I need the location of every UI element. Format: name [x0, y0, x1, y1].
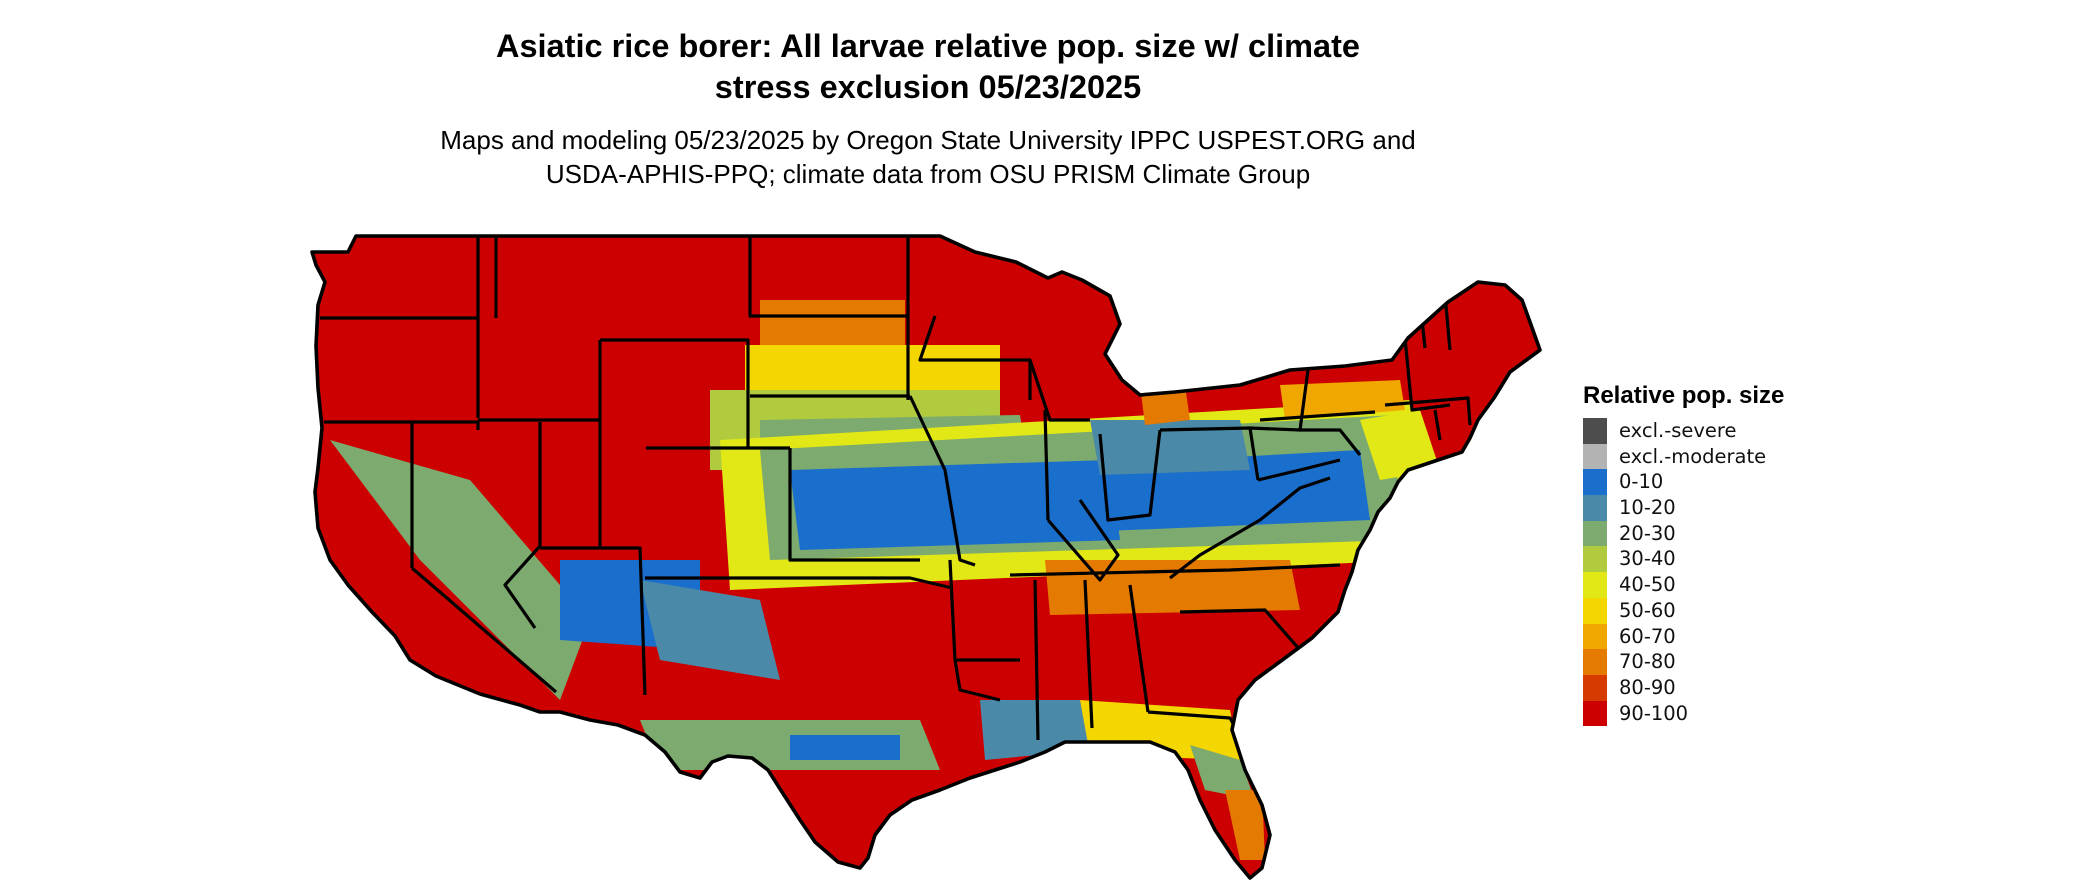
- legend-swatch: [1583, 572, 1607, 598]
- legend-label: 50-60: [1619, 598, 1676, 622]
- climate-band: [1280, 380, 1405, 420]
- legend-label: 60-70: [1619, 624, 1676, 648]
- legend-label: 40-50: [1619, 573, 1676, 597]
- legend: Relative pop. size excl.-severe excl.-mod…: [1583, 382, 1785, 727]
- legend-label: 0-10: [1619, 470, 1664, 494]
- climate-band: [1090, 420, 1250, 475]
- climate-band: [1190, 745, 1255, 800]
- legend-item: 10-20: [1583, 495, 1784, 521]
- map-title: Asiatic rice borer: All larvae relative …: [0, 26, 1856, 108]
- legend-label: 20-30: [1619, 521, 1676, 545]
- legend-item: 30-40: [1583, 546, 1784, 573]
- legend-swatch: [1583, 469, 1607, 496]
- climate-band: [1360, 410, 1440, 480]
- map-subtitle-line-2: USDA-APHIS-PPQ; climate data from OSU PR…: [545, 159, 1311, 189]
- legend-label: 30-40: [1619, 547, 1676, 571]
- climate-band: [640, 580, 780, 680]
- map-title-line-1: Asiatic rice borer: All larvae relative …: [495, 28, 1361, 64]
- legend-swatch: [1583, 495, 1607, 521]
- legend-swatch: [1583, 700, 1607, 727]
- climate-band: [790, 735, 900, 760]
- legend-item: 40-50: [1583, 572, 1784, 598]
- legend-swatch: [1583, 546, 1607, 573]
- state-borders: [320, 236, 1472, 746]
- legend-label: 10-20: [1619, 496, 1676, 520]
- legend-swatch: [1583, 520, 1607, 547]
- legend-item: 90-100: [1583, 700, 1784, 727]
- climate-band: [330, 440, 590, 700]
- map-subtitle: Maps and modeling 05/23/2025 by Oregon S…: [0, 123, 1856, 191]
- legend-item: 50-60: [1583, 597, 1784, 624]
- legend-swatch: [1583, 623, 1607, 650]
- legend-label: excl.-severe: [1619, 419, 1737, 442]
- climate-band: [980, 700, 1090, 760]
- legend-label: 80-90: [1619, 675, 1676, 699]
- legend-label: excl.-moderate: [1619, 444, 1767, 468]
- legend-item: 60-70: [1583, 623, 1784, 650]
- legend-items: excl.-severe excl.-moderate 0-10 10-20 20-30…: [1583, 418, 1784, 727]
- legend-item: 0-10: [1583, 469, 1784, 496]
- legend-item: excl.-moderate: [1583, 443, 1784, 470]
- legend-item: 20-30: [1583, 520, 1784, 547]
- legend-item: 80-90: [1583, 674, 1784, 701]
- climate-band: [1225, 790, 1265, 860]
- us-map: [310, 234, 1542, 880]
- legend-item: excl.-severe: [1583, 418, 1784, 444]
- legend-item: 70-80: [1583, 649, 1784, 675]
- map-fill: [312, 236, 1540, 878]
- legend-swatch: [1583, 418, 1607, 444]
- legend-swatch: [1583, 649, 1607, 675]
- map-subtitle-line-1: Maps and modeling 05/23/2025 by Oregon S…: [440, 125, 1416, 155]
- legend-swatch: [1583, 674, 1607, 701]
- legend-label: 90-100: [1619, 701, 1689, 725]
- legend-swatch: [1583, 597, 1607, 624]
- legend-title: Relative pop. size: [1583, 382, 1785, 409]
- climate-band: [1000, 450, 1370, 535]
- legend-label: 70-80: [1619, 650, 1676, 674]
- legend-swatch: [1583, 443, 1607, 470]
- map-title-line-2: stress exclusion 05/23/2025: [714, 69, 1142, 105]
